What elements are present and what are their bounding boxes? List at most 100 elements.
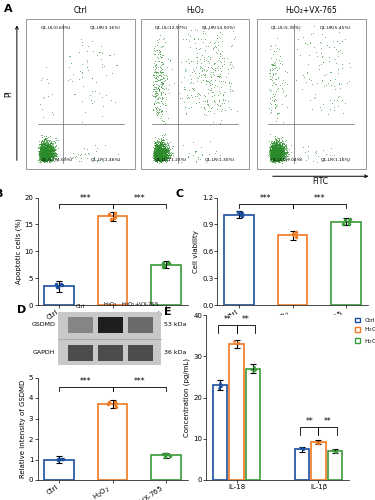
Point bbox=[46, 148, 53, 156]
Point bbox=[155, 152, 161, 160]
Point bbox=[230, 62, 236, 70]
Point bbox=[159, 150, 165, 158]
Point bbox=[89, 74, 95, 82]
Point bbox=[46, 152, 52, 160]
Point bbox=[154, 40, 160, 48]
Point bbox=[159, 144, 165, 152]
Point bbox=[276, 152, 282, 160]
Point bbox=[275, 138, 281, 146]
Point bbox=[279, 139, 285, 147]
Point bbox=[331, 96, 337, 104]
Point bbox=[43, 144, 49, 152]
Point bbox=[273, 148, 279, 156]
Point bbox=[178, 158, 184, 166]
Point bbox=[279, 150, 285, 158]
Point bbox=[340, 108, 346, 116]
Point bbox=[320, 157, 326, 165]
Point bbox=[44, 154, 50, 162]
Point bbox=[273, 144, 279, 152]
Point bbox=[43, 143, 49, 151]
Point bbox=[42, 150, 48, 158]
Point bbox=[270, 157, 276, 165]
Point bbox=[157, 148, 163, 156]
Point bbox=[91, 97, 97, 105]
Point bbox=[280, 137, 286, 145]
Point bbox=[270, 60, 276, 68]
Point bbox=[156, 154, 162, 162]
Point bbox=[39, 146, 45, 154]
Point bbox=[277, 140, 283, 148]
Point bbox=[168, 151, 174, 159]
Point bbox=[42, 151, 48, 159]
Point bbox=[277, 144, 283, 152]
Point bbox=[273, 142, 279, 150]
Point bbox=[270, 148, 276, 156]
Point bbox=[275, 146, 281, 154]
Point bbox=[40, 141, 46, 149]
Point bbox=[49, 156, 55, 164]
Point bbox=[281, 146, 287, 154]
Point bbox=[270, 151, 276, 159]
Point bbox=[38, 146, 44, 154]
Point bbox=[284, 152, 290, 160]
Point bbox=[43, 156, 49, 164]
Point bbox=[42, 144, 48, 152]
Point bbox=[268, 148, 274, 156]
Point bbox=[154, 148, 160, 156]
Point bbox=[272, 156, 278, 164]
Point bbox=[50, 146, 55, 154]
Point bbox=[49, 154, 55, 162]
Point bbox=[267, 144, 273, 152]
Point bbox=[271, 149, 277, 157]
Point bbox=[154, 147, 160, 155]
Point bbox=[161, 146, 167, 154]
Point bbox=[154, 144, 160, 152]
Point bbox=[44, 152, 50, 160]
Point bbox=[277, 152, 283, 160]
Point bbox=[271, 138, 277, 146]
Point bbox=[41, 151, 47, 159]
Point bbox=[271, 146, 277, 154]
Point bbox=[275, 142, 281, 150]
Point bbox=[277, 152, 283, 160]
Point bbox=[283, 150, 289, 158]
Point bbox=[37, 148, 43, 156]
Point bbox=[39, 140, 45, 147]
Point bbox=[153, 154, 159, 162]
Point bbox=[45, 152, 51, 160]
Point bbox=[156, 155, 162, 163]
Point bbox=[40, 154, 46, 162]
Point bbox=[45, 151, 51, 159]
Point bbox=[39, 156, 45, 164]
Point bbox=[302, 40, 307, 48]
Point bbox=[278, 154, 284, 162]
Point bbox=[156, 156, 162, 164]
Point bbox=[160, 146, 166, 154]
Point bbox=[44, 136, 50, 144]
Point bbox=[166, 154, 172, 162]
Point bbox=[40, 148, 46, 156]
Point bbox=[42, 150, 48, 158]
Point bbox=[46, 148, 52, 156]
Point bbox=[157, 146, 163, 154]
Point bbox=[280, 150, 286, 158]
Point bbox=[44, 148, 50, 156]
Point bbox=[274, 66, 280, 74]
Point bbox=[151, 150, 157, 158]
Point bbox=[276, 150, 282, 158]
Point bbox=[42, 144, 48, 152]
Point bbox=[156, 147, 162, 155]
Point bbox=[153, 152, 159, 160]
Point bbox=[311, 22, 317, 30]
Point bbox=[155, 154, 161, 162]
Point bbox=[39, 148, 45, 156]
Point bbox=[274, 145, 280, 153]
Point bbox=[274, 141, 280, 149]
Point bbox=[45, 137, 51, 145]
Point bbox=[152, 47, 158, 55]
Point bbox=[44, 142, 50, 150]
Point bbox=[165, 154, 171, 162]
Point bbox=[38, 145, 44, 153]
Point bbox=[39, 148, 45, 156]
Point bbox=[42, 150, 48, 158]
